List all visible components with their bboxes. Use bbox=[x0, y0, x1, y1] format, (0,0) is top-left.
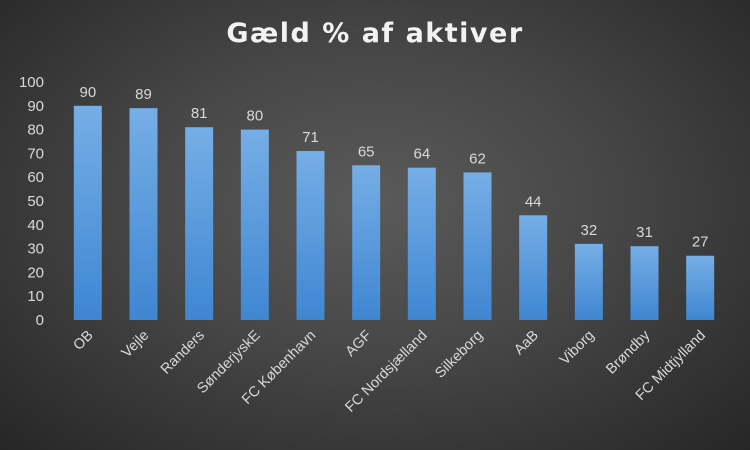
category-label: Silkeborg bbox=[432, 328, 486, 382]
data-label: 32 bbox=[580, 222, 597, 239]
data-label: 31 bbox=[636, 224, 653, 241]
bar bbox=[296, 151, 325, 320]
bar bbox=[519, 215, 548, 320]
bar bbox=[630, 246, 659, 320]
y-tick-label: 70 bbox=[27, 145, 44, 162]
data-label: 62 bbox=[469, 150, 486, 167]
category-label: AGF bbox=[343, 327, 375, 359]
y-tick-label: 40 bbox=[27, 217, 44, 234]
data-label: 65 bbox=[358, 143, 375, 160]
chart-title: Gæld % af aktiver bbox=[226, 18, 524, 49]
bar bbox=[129, 108, 158, 321]
bars bbox=[73, 105, 715, 321]
data-label: 64 bbox=[413, 146, 430, 163]
y-tick-label: 90 bbox=[27, 98, 44, 115]
data-label: 80 bbox=[246, 108, 263, 125]
data-label: 90 bbox=[79, 84, 96, 101]
y-tick-label: 100 bbox=[19, 74, 44, 91]
bar bbox=[574, 243, 603, 320]
data-label: 81 bbox=[191, 105, 208, 122]
bar bbox=[686, 255, 715, 320]
bar bbox=[240, 129, 269, 320]
bar bbox=[352, 165, 381, 320]
category-label: OB bbox=[71, 328, 97, 354]
bar bbox=[185, 127, 214, 320]
y-axis: 0 10 20 30 40 50 60 70 80 90 100 bbox=[19, 74, 44, 329]
bar bbox=[463, 172, 492, 320]
category-label: Viborg bbox=[557, 328, 598, 369]
y-tick-label: 50 bbox=[27, 193, 44, 210]
bar bbox=[73, 105, 102, 320]
category-label: AaB bbox=[511, 328, 542, 359]
data-label: 44 bbox=[525, 193, 542, 210]
y-tick-label: 60 bbox=[27, 169, 44, 186]
y-tick-label: 0 bbox=[36, 312, 44, 329]
data-label: 71 bbox=[302, 129, 319, 146]
y-tick-label: 30 bbox=[27, 241, 44, 258]
data-labels: 90 89 81 80 71 65 64 62 44 32 31 27 bbox=[79, 84, 708, 251]
data-label: 89 bbox=[135, 86, 152, 103]
category-label: Randers bbox=[158, 328, 208, 378]
category-label: Brøndby bbox=[603, 327, 654, 378]
y-tick-label: 20 bbox=[27, 264, 44, 281]
y-tick-label: 80 bbox=[27, 122, 44, 139]
category-label: Vejle bbox=[119, 328, 153, 362]
data-label: 27 bbox=[692, 234, 709, 251]
bar bbox=[407, 167, 436, 320]
y-tick-label: 10 bbox=[27, 288, 44, 305]
